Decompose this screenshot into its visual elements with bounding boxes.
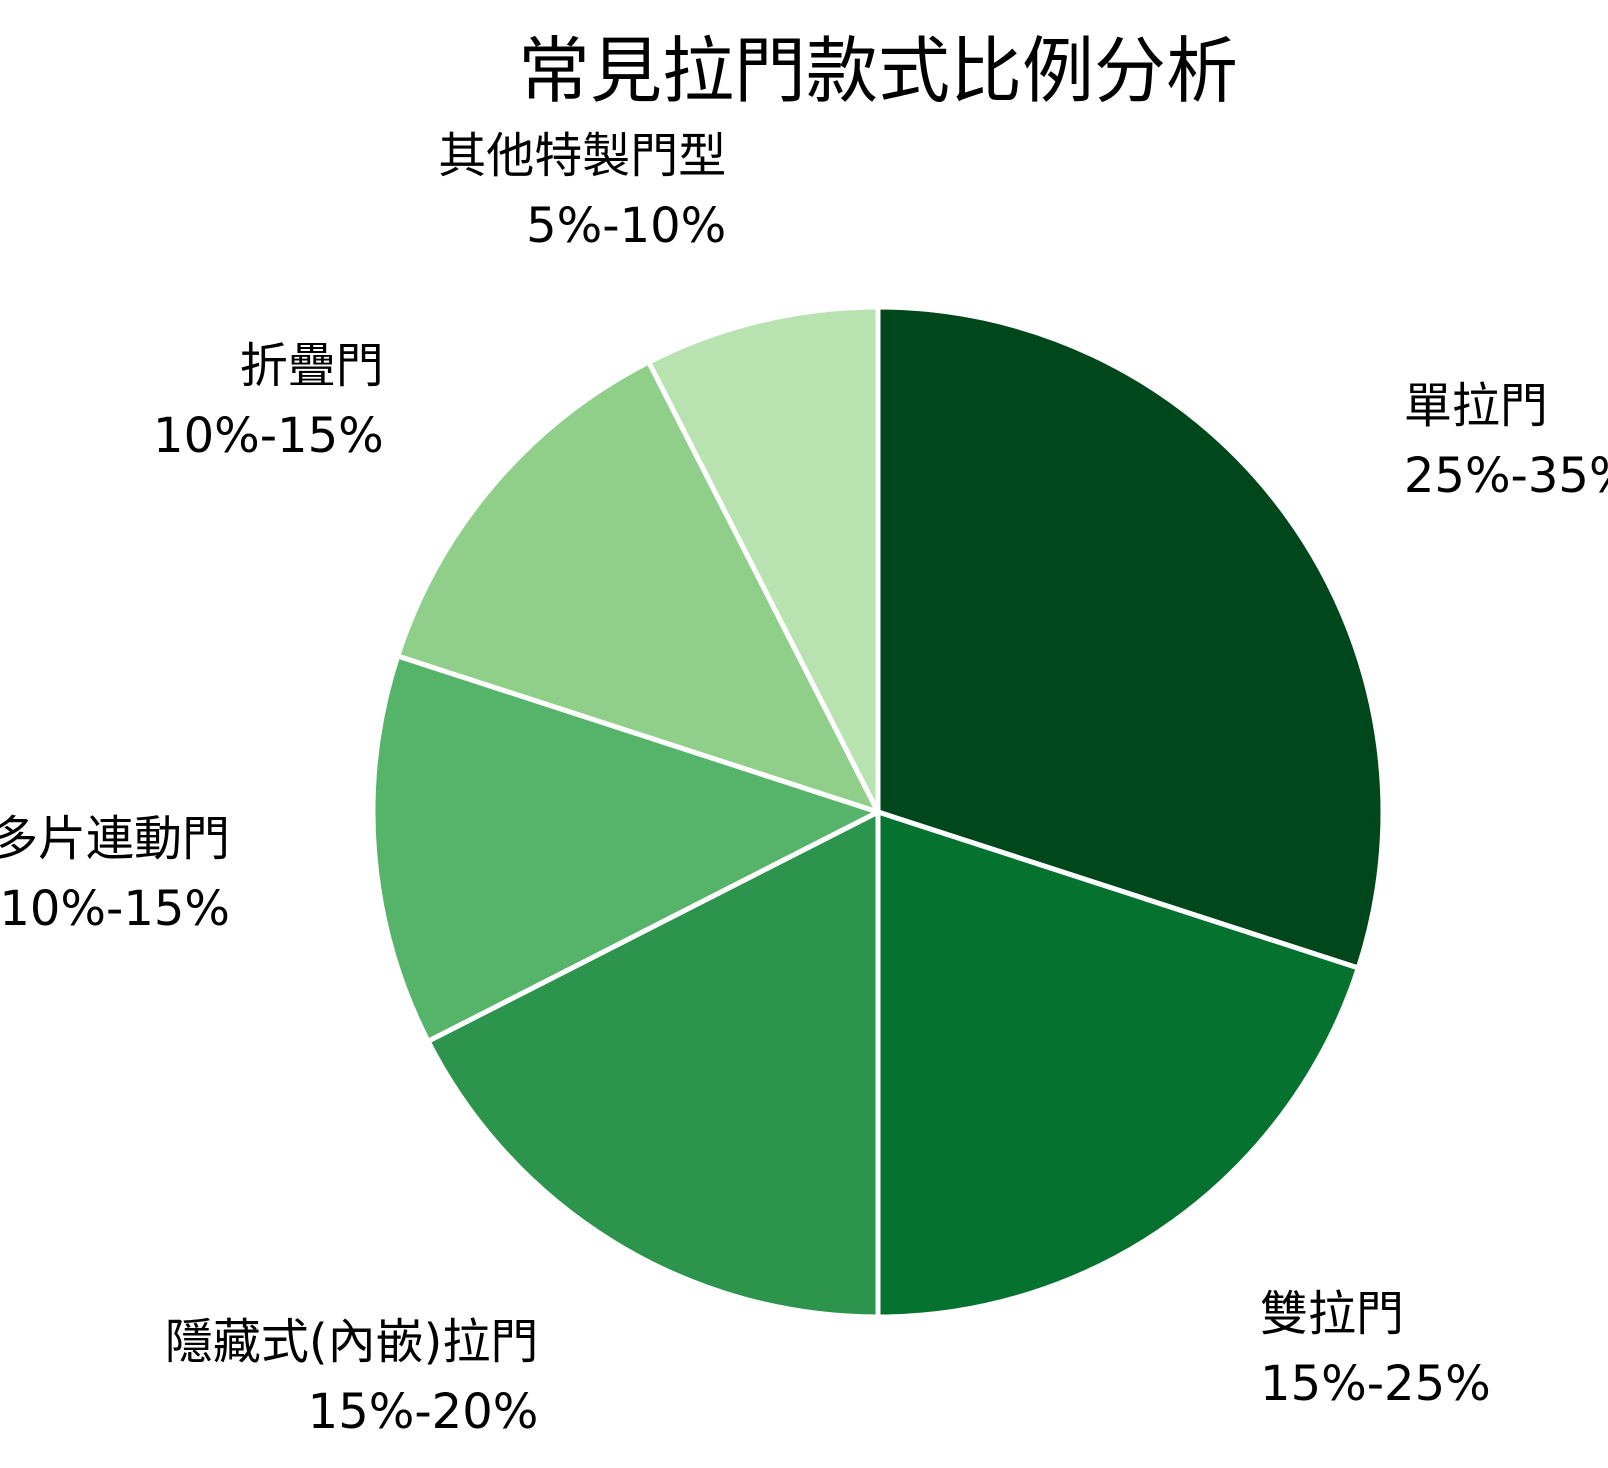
pie-slice-2 [875,809,1361,1320]
pie-slice-5 [395,359,881,815]
slice-label-name-4: 多片連動門 [0,811,230,867]
pie-slice-6 [646,304,881,815]
pie-slice-3 [425,809,881,1320]
slice-label-range-3: 15%-20% [308,1384,539,1440]
slice-label-range-2: 15%-25% [1260,1356,1491,1412]
pie-slices [370,304,1386,1320]
slice-label-name-5: 折疊門 [240,338,384,394]
slice-label-range-5: 10%-15% [153,408,384,464]
pie-labels: 單拉門 25%-35% 雙拉門 15%-25% 隱藏式(內嵌)拉門 15%-20% 多片連動… [0,128,1608,1440]
pie-slice-4 [370,653,881,1044]
slice-label-name-6: 其他特製門型 [438,128,726,184]
slice-label-range-6: 5%-10% [526,198,726,254]
slice-label-range-1: 25%-35% [1404,448,1608,504]
slice-label-range-4: 10%-15% [0,881,230,937]
pie-slice-1 [875,304,1386,971]
chart-title: 常見拉門款式比例分析 [518,29,1238,113]
slice-label-name-1: 單拉門 [1404,378,1548,434]
slice-label-name-2: 雙拉門 [1260,1286,1404,1342]
slice-label-name-3: 隱藏式(內嵌)拉門 [165,1314,538,1370]
